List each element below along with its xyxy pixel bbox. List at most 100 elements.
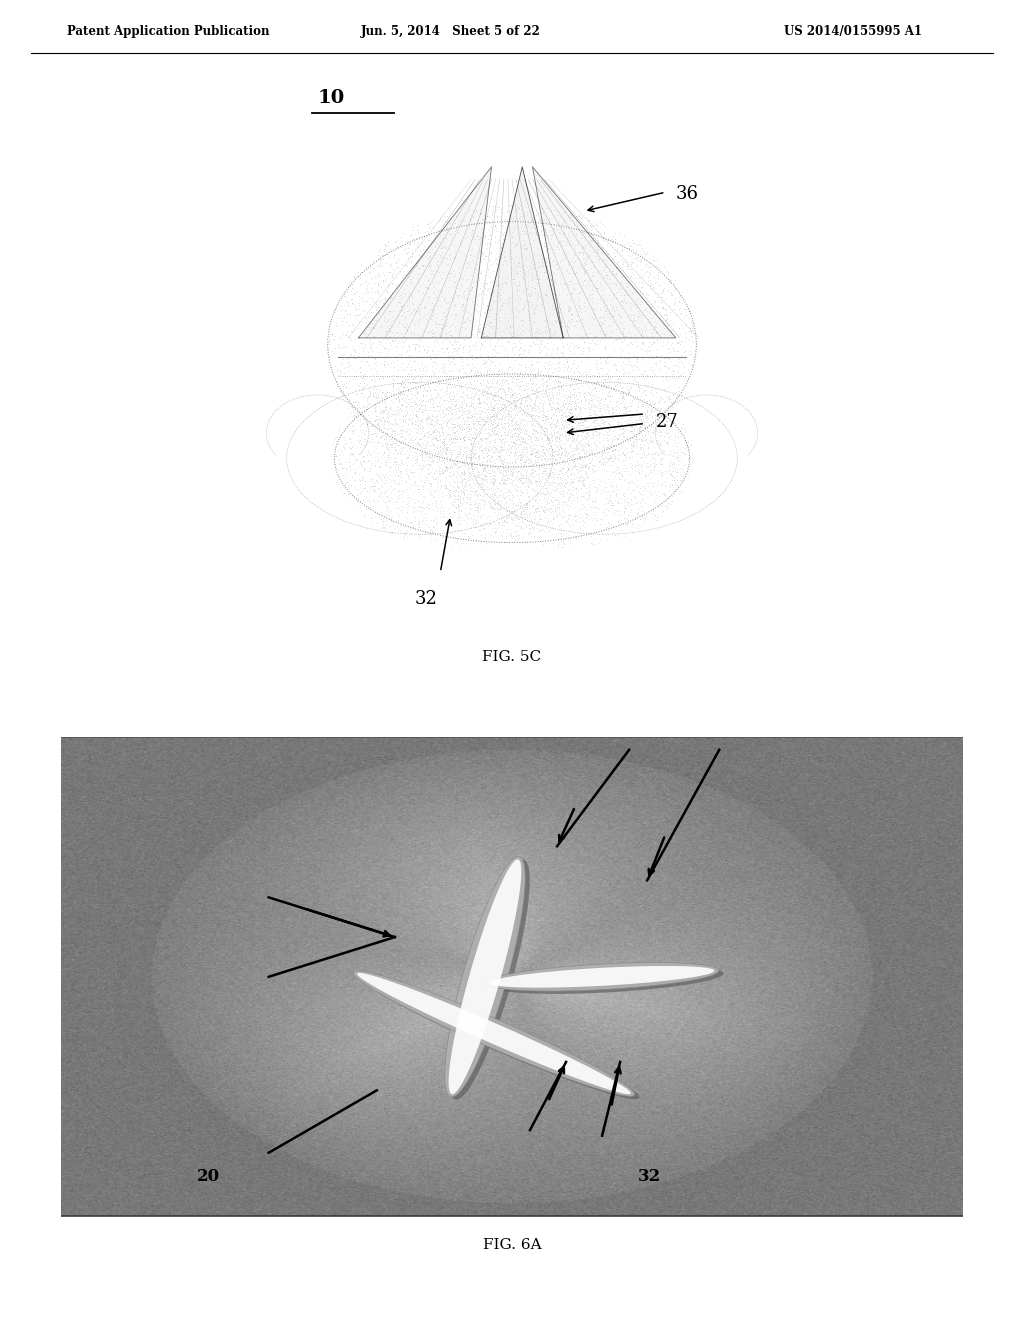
Point bbox=[535, 275, 551, 296]
Point bbox=[468, 466, 484, 487]
Point bbox=[339, 321, 355, 342]
Point bbox=[505, 408, 521, 429]
Point bbox=[445, 475, 462, 496]
Point bbox=[526, 445, 543, 466]
Point bbox=[559, 441, 575, 462]
Point bbox=[391, 404, 408, 425]
Point bbox=[494, 372, 510, 393]
Point bbox=[383, 368, 399, 389]
Point bbox=[471, 389, 487, 411]
Point bbox=[436, 389, 453, 411]
Point bbox=[473, 474, 489, 495]
Point bbox=[590, 248, 606, 269]
Point bbox=[582, 403, 598, 424]
Point bbox=[580, 467, 596, 488]
Point bbox=[404, 293, 421, 314]
Point bbox=[616, 267, 633, 288]
Point bbox=[546, 531, 562, 552]
Point bbox=[670, 482, 686, 503]
Point bbox=[564, 457, 581, 478]
Point bbox=[580, 360, 596, 381]
Point bbox=[360, 385, 377, 407]
Point bbox=[477, 474, 494, 495]
Point bbox=[420, 289, 436, 310]
Point bbox=[457, 453, 473, 474]
Point bbox=[372, 426, 388, 447]
Point bbox=[677, 322, 693, 343]
Point bbox=[509, 520, 525, 541]
Point bbox=[390, 488, 407, 510]
Point bbox=[680, 432, 696, 453]
Point bbox=[555, 457, 571, 478]
Point bbox=[465, 446, 481, 467]
Point bbox=[381, 446, 397, 467]
Point bbox=[591, 422, 607, 444]
Point bbox=[471, 453, 487, 474]
Point bbox=[508, 409, 524, 430]
Point bbox=[484, 467, 501, 488]
Point bbox=[592, 298, 608, 319]
Point bbox=[329, 358, 345, 379]
Point bbox=[328, 298, 344, 319]
Point bbox=[652, 345, 669, 366]
Point bbox=[565, 449, 582, 470]
Point bbox=[574, 207, 591, 228]
Point bbox=[612, 510, 629, 531]
Point bbox=[425, 516, 441, 537]
Point bbox=[463, 244, 479, 265]
Point bbox=[371, 334, 387, 355]
Point bbox=[624, 470, 640, 491]
Point bbox=[396, 238, 413, 259]
Point bbox=[560, 428, 577, 449]
Point bbox=[505, 383, 521, 404]
Point bbox=[471, 343, 487, 364]
Point bbox=[577, 409, 593, 430]
Point bbox=[588, 380, 604, 401]
Point bbox=[354, 290, 371, 312]
Point bbox=[413, 409, 429, 430]
Point bbox=[581, 393, 597, 414]
Point bbox=[554, 375, 570, 396]
Point bbox=[682, 341, 698, 362]
Point bbox=[654, 297, 671, 318]
Point bbox=[638, 447, 654, 469]
Point bbox=[456, 462, 472, 483]
Point bbox=[495, 454, 511, 475]
Point bbox=[440, 282, 457, 304]
Point bbox=[425, 416, 441, 437]
Point bbox=[537, 227, 553, 248]
Point bbox=[487, 372, 504, 393]
Point bbox=[462, 463, 478, 484]
Point bbox=[624, 416, 640, 437]
Point bbox=[519, 263, 536, 284]
Point bbox=[555, 392, 571, 413]
Point bbox=[575, 331, 592, 352]
Point bbox=[623, 488, 639, 510]
Point bbox=[585, 393, 601, 414]
Point bbox=[670, 488, 686, 510]
Point bbox=[444, 482, 461, 503]
Point bbox=[611, 400, 628, 421]
Point bbox=[633, 418, 649, 440]
Point bbox=[416, 429, 432, 450]
Point bbox=[572, 413, 589, 434]
Point bbox=[511, 434, 527, 455]
Point bbox=[498, 462, 514, 483]
Point bbox=[601, 385, 617, 407]
Point bbox=[500, 461, 516, 482]
Point bbox=[555, 454, 571, 475]
Point bbox=[575, 260, 592, 281]
Polygon shape bbox=[485, 962, 719, 991]
Point bbox=[606, 301, 623, 322]
Point bbox=[493, 412, 509, 433]
Point bbox=[548, 253, 564, 275]
Point bbox=[544, 399, 560, 420]
Point bbox=[412, 413, 428, 434]
Point bbox=[625, 458, 641, 479]
Point bbox=[635, 441, 651, 462]
Point bbox=[654, 418, 671, 440]
Point bbox=[418, 379, 434, 400]
Point bbox=[450, 388, 466, 409]
Point bbox=[410, 414, 426, 436]
Point bbox=[515, 483, 531, 504]
